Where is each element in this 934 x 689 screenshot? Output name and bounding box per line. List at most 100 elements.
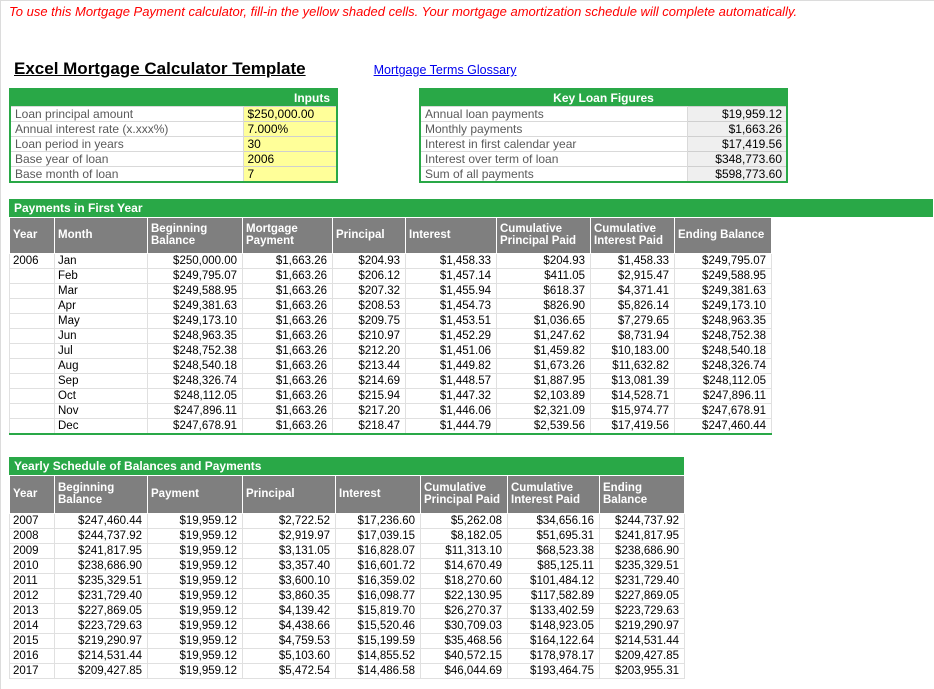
- cell: $1,448.57: [405, 372, 497, 389]
- input-value-cell[interactable]: 2006: [242, 150, 338, 167]
- cell: $19,959.12: [147, 662, 243, 679]
- table-row: 2012 $231,729.40 $19,959.12 $3,860.35 $16,09…: [9, 587, 685, 604]
- table-row: Base year of loan 2006: [9, 150, 338, 167]
- cell: $1,663.26: [242, 327, 333, 344]
- column-header-beginning-balance: Beginning Balance: [54, 474, 148, 514]
- column-header-cumulative-interest-paid: Cumulative Interest Paid: [507, 474, 600, 514]
- cell: $1,247.62: [496, 327, 591, 344]
- cell: $248,752.38: [147, 342, 243, 359]
- cell: $17,236.60: [335, 512, 421, 529]
- cell: $35,468.56: [420, 632, 508, 649]
- cell: 2012: [9, 587, 55, 604]
- input-value-cell[interactable]: 30: [242, 135, 338, 152]
- cell: $248,112.05: [674, 372, 772, 389]
- table-row: Loan principal amount $250,000.00: [9, 105, 338, 122]
- cell: $2,722.52: [242, 512, 336, 529]
- cell: $16,828.07: [335, 542, 421, 559]
- row-label: Monthly payments: [419, 120, 688, 137]
- cell: $223,729.63: [599, 602, 685, 619]
- cell: $2,919.97: [242, 527, 336, 544]
- cell: $3,600.10: [242, 572, 336, 589]
- cell: 2011: [9, 572, 55, 589]
- cell: Dec: [54, 417, 148, 434]
- cell: $208.53: [332, 297, 406, 314]
- cell: $204.93: [332, 252, 406, 269]
- cell: $34,656.16: [507, 512, 600, 529]
- cell: $4,759.53: [242, 632, 336, 649]
- cell: [9, 282, 55, 299]
- cell: $209,427.85: [54, 662, 148, 679]
- cell: $19,959.12: [147, 617, 243, 634]
- column-header-principal: Principal: [332, 216, 406, 254]
- cell: $193,464.75: [507, 662, 600, 679]
- column-header-beginning-balance: Beginning Balance: [147, 216, 243, 254]
- table-row: Interest over term of loan $348,773.60: [419, 150, 788, 167]
- cell: $231,729.40: [54, 587, 148, 604]
- cell: May: [54, 312, 148, 329]
- cell: $231,729.40: [599, 572, 685, 589]
- cell: $206.12: [332, 267, 406, 284]
- input-value-cell[interactable]: 7.000%: [242, 120, 338, 137]
- cell: $19,959.12: [147, 602, 243, 619]
- table-row: 2007 $247,460.44 $19,959.12 $2,722.52 $17,23…: [9, 512, 685, 529]
- cell: $30,709.03: [420, 617, 508, 634]
- page-header: Excel Mortgage Calculator Template Mortg…: [14, 59, 934, 79]
- cell: $1,458.33: [405, 252, 497, 269]
- cell: $15,974.77: [590, 402, 675, 419]
- cell: $247,896.11: [147, 402, 243, 419]
- cell: $213.44: [332, 357, 406, 374]
- row-label: Interest in first calendar year: [419, 135, 688, 152]
- cell: $248,326.74: [674, 357, 772, 374]
- cell: $1,444.79: [405, 417, 497, 434]
- cell: [9, 267, 55, 284]
- cell: $411.05: [496, 267, 591, 284]
- cell: [9, 417, 55, 434]
- cell: $212.20: [332, 342, 406, 359]
- glossary-link[interactable]: Mortgage Terms Glossary: [373, 63, 517, 77]
- cell: 2009: [9, 542, 55, 559]
- cell: $19,959.12: [147, 512, 243, 529]
- cell: $4,438.66: [242, 617, 336, 634]
- cell: $10,183.00: [590, 342, 675, 359]
- cell: 2015: [9, 632, 55, 649]
- column-header-interest: Interest: [405, 216, 497, 254]
- cell: $219,290.97: [599, 617, 685, 634]
- cell: $1,451.06: [405, 342, 497, 359]
- cell: $3,131.05: [242, 542, 336, 559]
- figure-value-cell: $598,773.60: [686, 165, 788, 182]
- cell: $11,632.82: [590, 357, 675, 374]
- cell: $19,959.12: [147, 542, 243, 559]
- cell: $85,125.11: [507, 557, 600, 574]
- table-row: Feb $249,795.07 $1,663.26 $206.12 $1,457.14 $…: [9, 267, 772, 284]
- cell: Jan: [54, 252, 148, 269]
- cell: $1,663.26: [242, 267, 333, 284]
- table-row: 2014 $223,729.63 $19,959.12 $4,438.66 $15,52…: [9, 617, 685, 634]
- cell: $1,663.26: [242, 312, 333, 329]
- yearly-schedule-table: Year Beginning Balance Payment Principal Int…: [9, 474, 685, 679]
- inputs-header: Inputs: [10, 89, 337, 106]
- cell: $249,173.10: [674, 297, 772, 314]
- cell: $1,457.14: [405, 267, 497, 284]
- cell: $40,572.15: [420, 647, 508, 664]
- input-value-cell[interactable]: 7: [242, 165, 338, 182]
- input-value-cell[interactable]: $250,000.00: [242, 105, 338, 122]
- cell: $250,000.00: [147, 252, 243, 269]
- table-row: Sep $248,326.74 $1,663.26 $214.69 $1,448.57 $…: [9, 372, 772, 389]
- cell: $1,663.26: [242, 282, 333, 299]
- table-row: 2010 $238,686.90 $19,959.12 $3,357.40 $16,60…: [9, 557, 685, 574]
- cell: 2006: [9, 252, 55, 269]
- cell: $16,601.72: [335, 557, 421, 574]
- cell: $16,098.77: [335, 587, 421, 604]
- cell: $248,540.18: [674, 342, 772, 359]
- cell: $247,678.91: [674, 402, 772, 419]
- cell: $1,663.26: [242, 417, 333, 434]
- cell: [9, 312, 55, 329]
- cell: $203,955.31: [599, 662, 685, 679]
- key-loan-figures-table: Key Loan Figures Annual loan payments $19…: [419, 88, 788, 183]
- cell: $46,044.69: [420, 662, 508, 679]
- table-row: 2017 $209,427.85 $19,959.12 $5,472.54 $14,48…: [9, 662, 685, 679]
- column-header-ending-balance: Ending Balance: [674, 216, 772, 254]
- column-header-year: Year: [9, 216, 55, 254]
- cell: $248,752.38: [674, 327, 772, 344]
- column-header-cumulative-principal-paid: Cumulative Principal Paid: [420, 474, 508, 514]
